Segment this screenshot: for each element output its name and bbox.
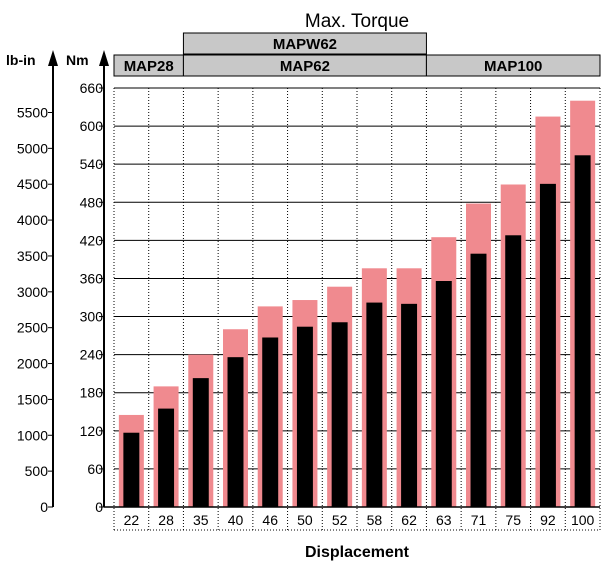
y-tick-label-lbin: 1500 — [17, 391, 48, 407]
bar-series-1 — [505, 235, 522, 507]
y-tick-label-lbin: 3000 — [17, 284, 48, 300]
y-tick-label-nm: 240 — [80, 347, 104, 363]
y-tick-label-lbin: 5000 — [17, 140, 48, 156]
y-tick-label-lbin: 0 — [40, 499, 48, 515]
y-tick-label-nm: 300 — [80, 309, 104, 325]
x-tick-label: 62 — [401, 512, 417, 528]
x-tick-label: 63 — [436, 512, 452, 528]
y-tick-label-lbin: 1000 — [17, 427, 48, 443]
y-tick-label-nm: 60 — [87, 461, 103, 477]
y-tick-label-lbin: 2500 — [17, 320, 48, 336]
group-label: MAP28 — [124, 58, 174, 75]
x-tick-label: 52 — [332, 512, 348, 528]
y-tick-label-nm: 540 — [80, 156, 104, 172]
bar-series-1 — [123, 432, 140, 507]
bar-series-1 — [539, 183, 556, 507]
bar-series-1 — [401, 303, 418, 507]
x-tick-label: 28 — [158, 512, 174, 528]
x-tick-label: 35 — [193, 512, 209, 528]
x-tick-label: 100 — [571, 512, 595, 528]
bar-series-1 — [192, 378, 209, 507]
y-tick-label-lbin: 2000 — [17, 356, 48, 372]
group-label: MAP62 — [280, 58, 330, 75]
group-headers: MAP28 MAP62 MAP100 MAPW62 — [113, 32, 601, 77]
bar-series-1 — [470, 253, 487, 507]
bar-series-1 — [158, 408, 175, 507]
x-tick-label: 92 — [540, 512, 556, 528]
bars — [118, 100, 596, 508]
x-axis-label: Displacement — [305, 544, 410, 561]
y-unit-secondary-label: lb-in — [6, 52, 36, 68]
chart-title: Max. Torque — [305, 11, 409, 32]
x-tick-label: 75 — [505, 512, 521, 528]
x-tick-label: 71 — [471, 512, 487, 528]
y-tick-label-nm: 600 — [80, 118, 104, 134]
y-tick-label-lbin: 4500 — [17, 176, 48, 192]
x-tick-label: 46 — [262, 512, 278, 528]
bar-series-1 — [435, 280, 452, 507]
group-box — [182, 32, 427, 55]
grid-lines — [113, 87, 601, 531]
y-tick-label-lbin: 4000 — [17, 212, 48, 228]
group-box — [425, 54, 601, 77]
tick-labels: 22 28 35 40 46 50 52 58 62 63 71 75 92 10006012018024… — [17, 80, 595, 528]
y-tick-label-lbin: 5500 — [17, 104, 48, 120]
y-tick-label-nm: 660 — [80, 80, 104, 96]
y-axis-secondary-arrow — [48, 50, 58, 66]
bar-series-1 — [331, 322, 348, 507]
y-tick-label-nm: 360 — [80, 270, 104, 286]
y-tick-label-nm: 420 — [80, 232, 104, 248]
group-label: MAP100 — [484, 58, 542, 75]
bar-series-1 — [366, 302, 383, 507]
bar-series-1 — [574, 155, 591, 507]
y-tick-label-nm: 180 — [80, 385, 104, 401]
x-tick-label: 40 — [228, 512, 244, 528]
y-tick-label-nm: 0 — [95, 499, 103, 515]
axes — [48, 50, 600, 508]
x-tick-label: 58 — [367, 512, 383, 528]
y-tick-label-lbin: 3500 — [17, 248, 48, 264]
y-tick-label-nm: 480 — [80, 194, 104, 210]
bar-series-1 — [227, 357, 244, 507]
y-tick-label-nm: 120 — [80, 423, 104, 439]
x-tick-label: 22 — [124, 512, 140, 528]
y-tick-label-lbin: 500 — [25, 463, 49, 479]
y-unit-primary-label: Nm — [66, 52, 89, 68]
x-tick-label: 50 — [297, 512, 313, 528]
bar-series-1 — [296, 326, 313, 507]
group-label: MAPW62 — [273, 36, 337, 53]
bar-series-1 — [262, 337, 279, 507]
y-axis-primary-arrow — [99, 50, 109, 66]
